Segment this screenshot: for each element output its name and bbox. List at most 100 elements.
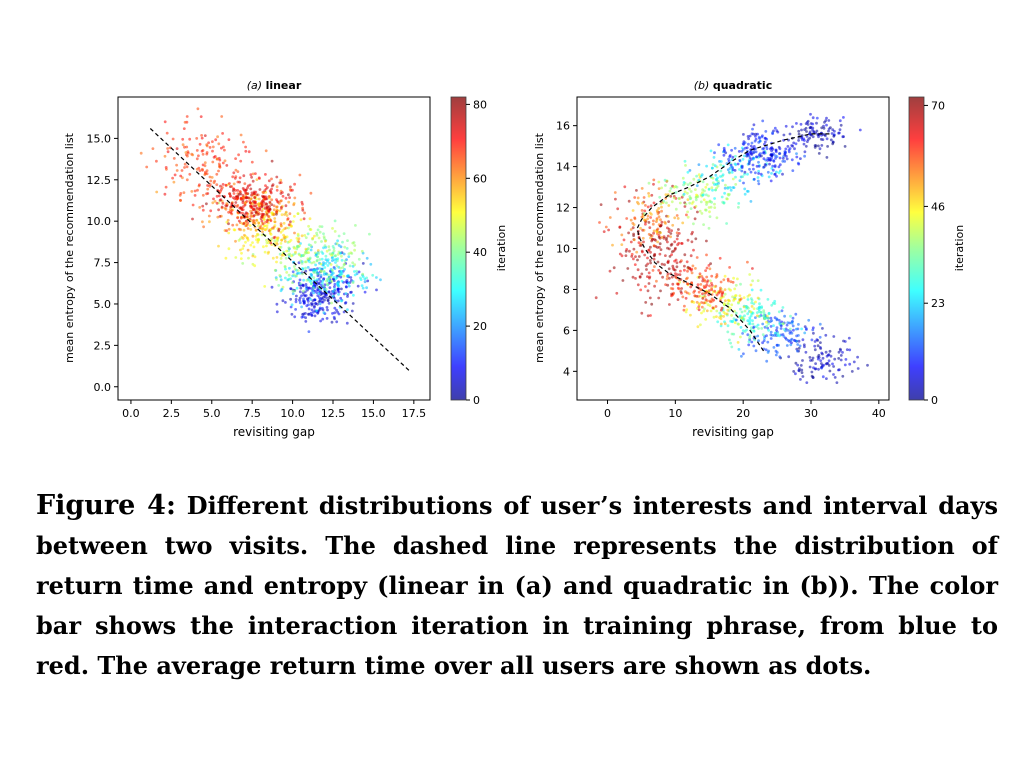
scatter-point	[613, 191, 617, 194]
scatter-point	[659, 218, 662, 222]
scatter-point	[204, 170, 207, 174]
scatter-point	[708, 279, 712, 283]
scatter-point	[231, 223, 235, 227]
scatter-point	[256, 232, 259, 236]
scatter-point	[267, 195, 271, 198]
scatter-point	[754, 147, 758, 151]
scatter-point	[746, 312, 750, 316]
scatter-point	[312, 271, 316, 274]
scatter-point	[795, 122, 798, 125]
scatter-point	[285, 271, 289, 274]
scatter-point	[679, 290, 683, 293]
scatter-point	[296, 232, 300, 236]
scatter-point	[292, 265, 296, 268]
scatter-point	[777, 343, 780, 347]
scatter-point	[182, 191, 186, 195]
scatter-point	[729, 280, 733, 284]
scatter-point	[248, 224, 252, 227]
scatter-point	[710, 200, 713, 204]
scatter-point	[742, 296, 746, 299]
scatter-point	[231, 175, 235, 179]
scatter-point	[273, 268, 277, 272]
scatter-point	[745, 305, 748, 308]
scatter-point	[759, 172, 763, 176]
scatter-point	[652, 182, 655, 186]
scatter-point	[621, 279, 625, 282]
scatter-point	[230, 185, 234, 188]
scatter-point	[717, 143, 721, 147]
scatter-point	[315, 259, 319, 262]
scatter-point	[686, 191, 689, 195]
scatter-point	[375, 288, 378, 292]
scatter-point	[705, 283, 709, 287]
scatter-point	[703, 278, 706, 282]
scatter-point	[828, 369, 832, 373]
scatter-point	[652, 201, 656, 205]
scatter-point	[240, 197, 243, 201]
scatter-point	[627, 199, 631, 203]
scatter-point	[642, 228, 646, 232]
scatter-point	[653, 265, 656, 268]
scatter-point	[309, 191, 313, 195]
scatter-point	[684, 310, 688, 314]
scatter-point	[778, 322, 782, 326]
scatter-point	[351, 281, 355, 284]
scatter-point	[692, 291, 696, 294]
scatter-point	[656, 212, 660, 216]
scatter-point	[811, 356, 815, 360]
scatter-point	[820, 351, 824, 355]
scatter-point	[684, 296, 688, 300]
scatter-point	[211, 149, 214, 153]
scatter-point	[145, 165, 149, 169]
scatter-point	[773, 302, 777, 305]
scatter-point	[306, 266, 310, 269]
x-tick-label: 2.5	[163, 407, 181, 420]
scatter-point	[696, 210, 699, 214]
scatter-point	[313, 251, 317, 255]
scatter-point	[726, 192, 730, 196]
scatter-point	[769, 330, 773, 334]
scatter-point	[723, 303, 726, 307]
colorbar-tick-label: 46	[931, 200, 945, 213]
scatter-point	[244, 192, 248, 195]
scatter-point	[350, 309, 354, 313]
scatter-point	[858, 128, 862, 132]
scatter-point	[748, 336, 751, 340]
scatter-point	[782, 335, 786, 338]
scatter-point	[730, 314, 733, 317]
scatter-point	[281, 285, 285, 289]
scatter-point	[827, 127, 831, 131]
scatter-point	[715, 315, 718, 318]
scatter-point	[751, 156, 755, 160]
scatter-point	[724, 183, 727, 187]
scatter-point	[264, 197, 267, 201]
scatter-point	[315, 309, 318, 313]
scatter-point	[633, 196, 637, 199]
scatter-point	[642, 212, 646, 216]
scatter-point	[688, 201, 692, 205]
scatter-point	[261, 203, 264, 206]
scatter-point	[682, 181, 686, 184]
scatter-point	[226, 218, 230, 222]
scatter-point	[695, 193, 698, 197]
scatter-point	[300, 262, 304, 265]
scatter-point	[792, 328, 795, 332]
scatter-point	[293, 231, 296, 235]
scatter-point	[637, 202, 640, 206]
scatter-point	[825, 354, 829, 358]
scatter-point	[726, 302, 730, 305]
scatter-point	[660, 205, 663, 209]
scatter-point	[312, 276, 316, 279]
scatter-point	[310, 273, 313, 277]
y-tick-label: 12.5	[87, 174, 112, 187]
scatter-point	[791, 169, 795, 173]
scatter-point	[700, 311, 703, 315]
scatter-point	[223, 148, 226, 152]
scatter-point	[252, 245, 256, 249]
scatter-point	[293, 196, 297, 200]
scatter-point	[289, 287, 293, 291]
scatter-point	[711, 188, 714, 192]
scatter-point	[241, 187, 245, 190]
scatter-point	[615, 291, 619, 295]
